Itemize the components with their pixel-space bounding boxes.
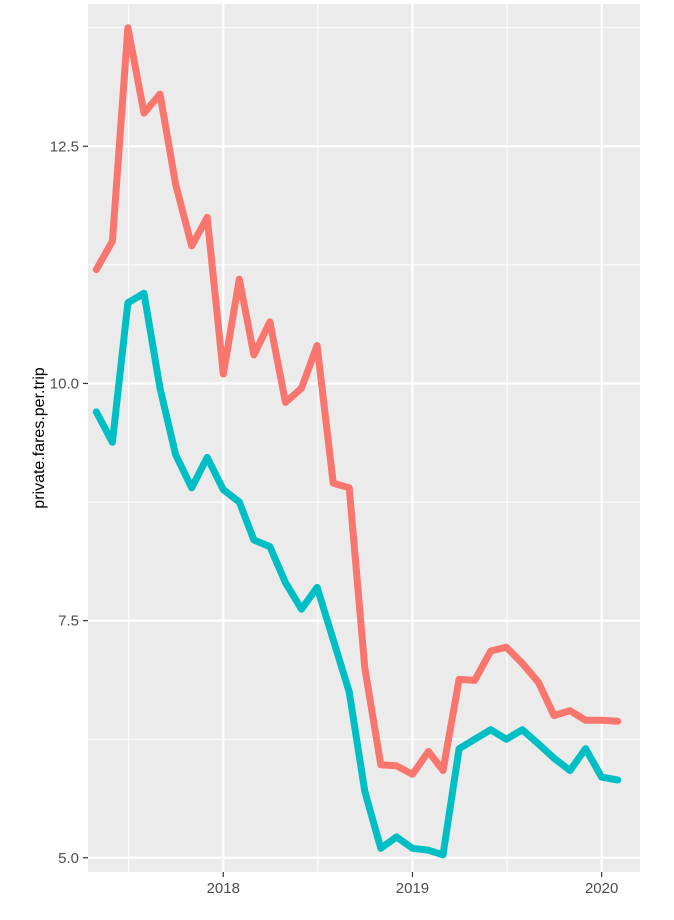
plot-panel: [88, 4, 640, 872]
series-line-1: [92, 24, 622, 778]
x-tick-label: 2018: [207, 880, 240, 897]
major-gridlines-x: [222, 4, 603, 872]
x-tick-label: 2020: [585, 880, 618, 897]
y-tick-label: 10.0: [50, 375, 79, 392]
y-tick-label: 12.5: [50, 138, 79, 155]
y-tick-label: 7.5: [58, 613, 79, 630]
x-tick-label: 2019: [396, 880, 429, 897]
minor-gridlines-y: [88, 27, 640, 740]
x-axis: 2018 2019 2020: [207, 872, 618, 897]
y-axis: 5.0 7.5 10.0 12.5: [50, 138, 88, 867]
series-layer: [92, 24, 622, 859]
y-axis-title: private.fares.per.trip: [31, 367, 48, 509]
series-line-2: [92, 289, 622, 859]
major-gridlines-y: [88, 145, 640, 859]
y-tick-label: 5.0: [58, 850, 79, 867]
minor-gridlines-x: [128, 4, 508, 872]
